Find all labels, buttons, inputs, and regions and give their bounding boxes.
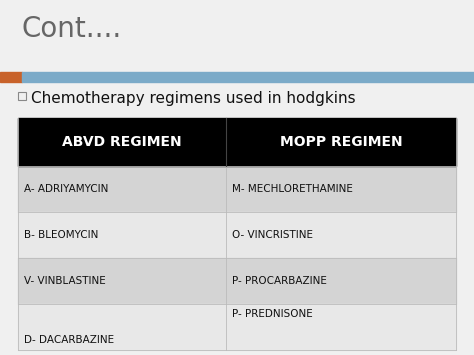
Text: D- DACARBAZINE: D- DACARBAZINE — [24, 335, 114, 345]
Bar — [18, 166, 456, 212]
Bar — [18, 212, 456, 258]
Text: O- VINCRISTINE: O- VINCRISTINE — [232, 230, 313, 240]
Bar — [18, 258, 456, 304]
Bar — [22, 72, 474, 82]
Text: B- BLEOMYCIN: B- BLEOMYCIN — [24, 230, 99, 240]
Text: Cont....: Cont.... — [22, 15, 122, 43]
Text: MOPP REGIMEN: MOPP REGIMEN — [280, 135, 402, 149]
Text: M- MECHLORETHAMINE: M- MECHLORETHAMINE — [232, 184, 353, 194]
Text: P- PREDNISONE: P- PREDNISONE — [232, 309, 313, 319]
Bar — [18, 304, 456, 350]
Bar — [0, 72, 22, 82]
Bar — [18, 92, 26, 100]
Text: V- VINBLASTINE: V- VINBLASTINE — [24, 276, 106, 286]
Bar — [18, 118, 456, 166]
Text: A- ADRIYAMYCIN: A- ADRIYAMYCIN — [24, 184, 109, 194]
Text: Chemotherapy regimens used in hodgkins: Chemotherapy regimens used in hodgkins — [31, 91, 356, 106]
Text: ABVD REGIMEN: ABVD REGIMEN — [62, 135, 182, 149]
Text: P- PROCARBAZINE: P- PROCARBAZINE — [232, 276, 327, 286]
